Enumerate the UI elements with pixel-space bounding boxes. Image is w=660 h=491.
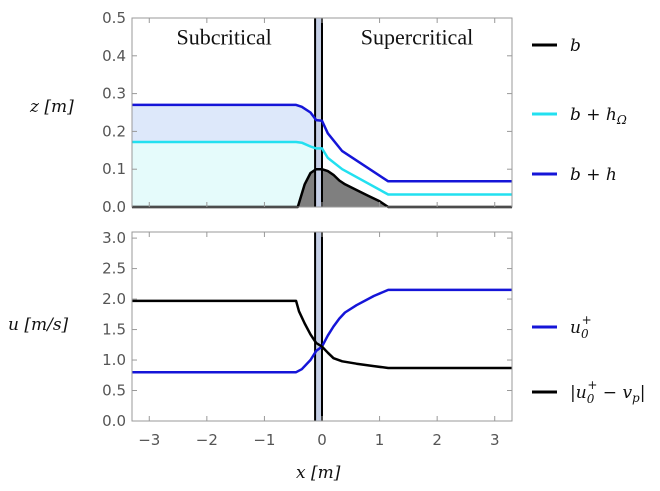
legend-label-diff-sup: + (587, 378, 597, 392)
y-tick-label: 2.5 (102, 260, 126, 278)
legend-top: b b + hΩ b + h (532, 36, 627, 185)
bottom-x-ticks: −3 −2 −1 0 1 2 3 (138, 232, 500, 449)
series-line-top-1 (132, 140, 512, 196)
x-tick-label: −3 (138, 431, 160, 449)
y-tick-label: 0.0 (102, 412, 126, 430)
series-line-bottom-1 (132, 299, 512, 370)
top-x-ticks (148, 18, 496, 207)
legend-label-b-h-omega: b + hΩ (570, 105, 627, 127)
y-tick-label: 0.4 (102, 47, 126, 65)
legend-label-b: b (570, 36, 581, 56)
x-axis-label: x [m] (296, 463, 341, 483)
series-line-top-0 (132, 167, 512, 209)
left-region-fills (132, 104, 316, 207)
x-tick-label: 1 (375, 431, 385, 449)
top-y-axis-label: z [m] (29, 97, 74, 117)
legend-label-diff-close: | (640, 383, 646, 403)
vertical-band-fill (315, 18, 322, 207)
annotation-supercritical: Supercritical (361, 24, 473, 49)
legend-label-u0-main: u (570, 318, 581, 338)
legend-label-diff: |u0+ − vp| (570, 378, 645, 406)
y-tick-label: 0.0 (102, 198, 126, 216)
y-tick-label: 0.2 (102, 122, 126, 140)
top-lines (132, 103, 512, 209)
legend-label-u0-sup: + (582, 313, 592, 327)
x-tick-label: −1 (253, 431, 275, 449)
series-line-bottom-0 (132, 288, 512, 374)
legend-label-diff-rest: − v (597, 383, 632, 403)
top-vertical-band (314, 18, 323, 207)
x-tick-label: 0 (317, 431, 327, 449)
y-tick-label: 2.0 (102, 290, 126, 308)
x-tick-label: 2 (432, 431, 442, 449)
legend-label-diff-p: p (632, 391, 640, 405)
legend-label-b-h: b + h (570, 165, 617, 185)
top-y-ticks: 0.0 0.1 0.2 0.3 0.4 0.5 (102, 9, 512, 216)
legend-label-diff-sub: 0 (587, 392, 595, 406)
bottom-vertical-band (314, 232, 323, 421)
legend-label-b-h-omega-main: b + h (570, 105, 617, 125)
y-tick-label: 0.3 (102, 85, 126, 103)
y-tick-label: 0.1 (102, 160, 126, 178)
y-tick-label: 1.0 (102, 351, 126, 369)
annotation-subcritical: Subcritical (176, 24, 271, 49)
legend-label-u0: u0+ (570, 313, 592, 341)
bottom-panel: 0.0 0.5 1.0 1.5 2.0 2.5 3.0 −3 −2 −1 0 1 2 3 u [m/s] (8, 229, 513, 449)
top-panel: 0.0 0.1 0.2 0.3 0.4 0.5 Subcritical Supercrit… (29, 9, 513, 216)
legend-bottom: u0+ |u0+ − vp| (532, 313, 645, 406)
x-tick-label: −2 (196, 431, 218, 449)
series-line-top-2 (132, 103, 512, 183)
y-tick-label: 1.5 (102, 321, 126, 339)
fill-b-h-omega (132, 142, 316, 207)
y-tick-label: 0.5 (102, 9, 126, 27)
legend-label-diff-open: |u (570, 383, 587, 403)
legend-label-u0-sub: 0 (581, 327, 589, 341)
y-tick-label: 3.0 (102, 229, 126, 247)
y-tick-label: 0.5 (102, 382, 126, 400)
vertical-band-fill (315, 232, 322, 421)
legend-label-b-h-omega-sub: Ω (616, 113, 627, 127)
bottom-y-ticks: 0.0 0.5 1.0 1.5 2.0 2.5 3.0 (102, 229, 512, 430)
bottom-lines (132, 288, 512, 374)
x-tick-label: 3 (490, 431, 500, 449)
bottom-y-axis-label: u [m/s] (8, 315, 69, 335)
